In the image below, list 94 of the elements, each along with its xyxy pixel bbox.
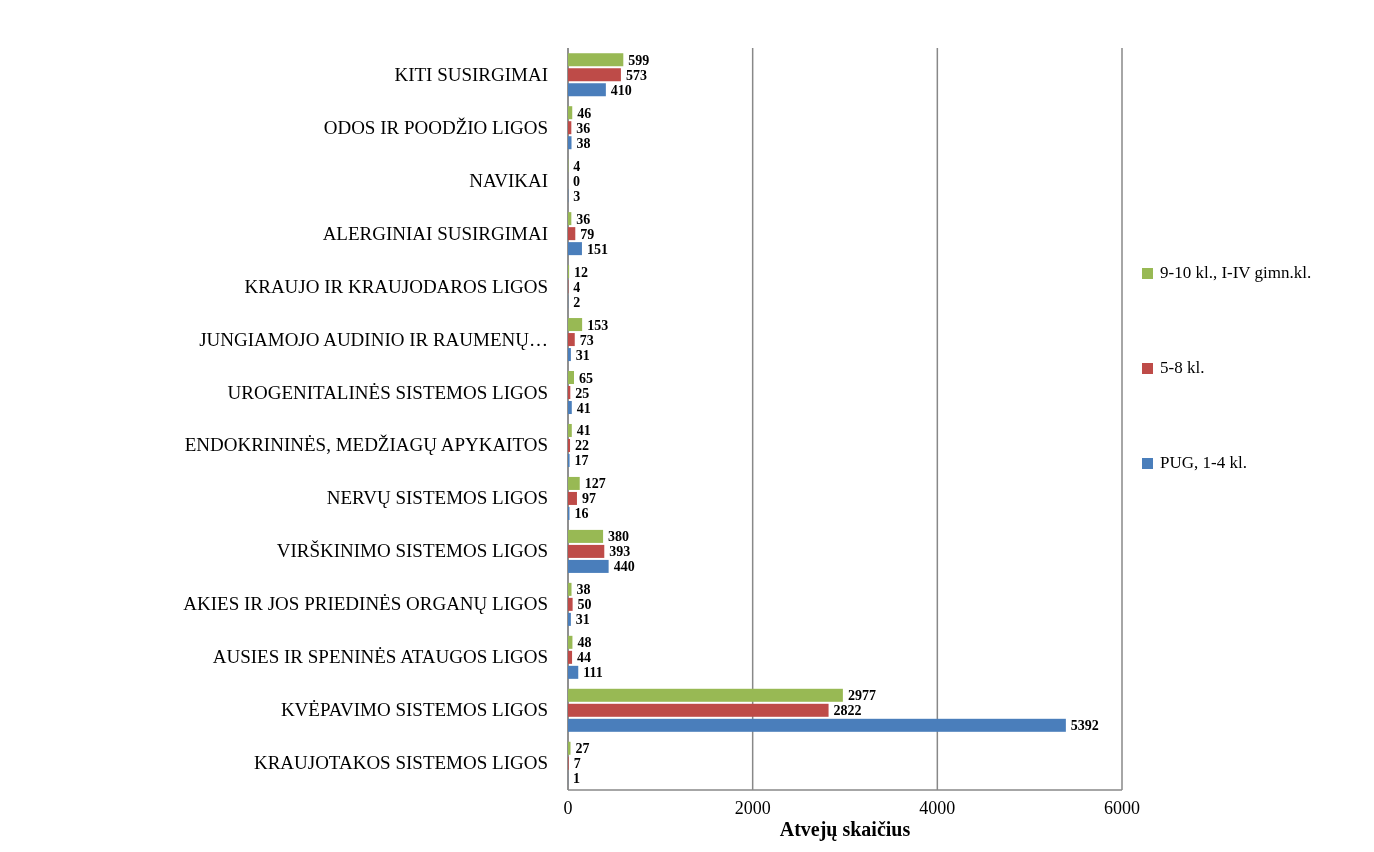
data-label: 4 <box>573 279 581 295</box>
bar <box>568 703 829 717</box>
data-label: 0 <box>573 173 580 189</box>
x-tick-label: 4000 <box>919 798 956 818</box>
bar <box>568 544 605 558</box>
y-tick-label: ALERGINIAI SUSIRGIMAI <box>322 222 548 244</box>
bar <box>568 491 577 505</box>
y-tick-label: KVĖPAVIMO SISTEMOS LIGOS <box>280 699 548 721</box>
data-label: 65 <box>579 370 593 386</box>
data-label: 12 <box>574 264 589 280</box>
y-tick-label: AKIES IR JOS PRIEDINĖS ORGANŲ LIGOS <box>183 593 548 615</box>
data-label: 22 <box>575 438 590 454</box>
bar <box>568 121 572 135</box>
y-tick-label: KRAUJO IR KRAUJODAROS LIGOS <box>244 275 548 297</box>
y-tick-label: UROGENITALINĖS SISTEMOS LIGOS <box>227 381 548 403</box>
bar <box>568 83 606 97</box>
bar <box>568 688 843 702</box>
data-label: 41 <box>576 423 591 439</box>
data-label: 73 <box>579 332 594 348</box>
bar <box>568 635 573 649</box>
data-label: 16 <box>574 506 589 522</box>
data-label: 48 <box>577 635 592 651</box>
bar <box>568 529 604 543</box>
y-tick-label: KRAUJOTAKOS SISTEMOS LIGOS <box>253 752 548 774</box>
bar <box>568 68 621 82</box>
data-label: 3 <box>573 188 581 204</box>
bar <box>568 371 574 385</box>
legend-label: 9-10 kl., I-IV gimn.kl. <box>1160 263 1312 282</box>
data-label: 2822 <box>833 703 862 719</box>
data-label: 2977 <box>847 688 876 704</box>
data-label: 151 <box>586 241 608 257</box>
y-tick-label: JUNGIAMOJO AUDINIO IR RAUMENŲ… <box>199 328 548 350</box>
data-label: 41 <box>576 400 591 416</box>
bar <box>568 476 580 490</box>
data-label: 380 <box>608 529 630 545</box>
y-tick-label: VIRŠKINIMO SISTEMOS LIGOS <box>276 540 548 562</box>
y-tick-label: ODOS IR POODŽIO LIGOS <box>323 116 548 138</box>
x-tick-label: 2000 <box>734 798 771 818</box>
data-label: 4 <box>573 158 581 174</box>
bar <box>568 242 582 256</box>
data-label: 27 <box>575 741 590 757</box>
data-label: 440 <box>613 559 635 575</box>
bar <box>568 106 573 120</box>
data-label: 25 <box>575 385 590 401</box>
bar <box>568 665 579 679</box>
bar <box>568 582 572 596</box>
data-label: 79 <box>580 226 595 242</box>
x-tick-label: 0 <box>563 798 573 818</box>
y-tick-label: NAVIKAI <box>469 169 548 191</box>
bar <box>568 718 1066 732</box>
data-label: 46 <box>577 105 592 121</box>
bar <box>568 348 571 362</box>
data-label: 7 <box>573 756 581 772</box>
data-label: 127 <box>584 476 606 492</box>
data-label: 573 <box>625 67 647 83</box>
legend-label: PUG, 1-4 kl. <box>1160 453 1247 472</box>
bar <box>568 650 573 664</box>
data-label: 17 <box>574 453 589 469</box>
data-label: 38 <box>576 582 591 598</box>
data-label: 31 <box>575 612 590 628</box>
bar <box>568 423 572 437</box>
x-axis-title: Atvejų skaičius <box>779 818 911 841</box>
data-label: 599 <box>628 52 650 68</box>
data-label: 5392 <box>1070 718 1099 734</box>
data-label: 38 <box>576 135 591 151</box>
bar <box>568 438 571 452</box>
bar <box>568 559 609 573</box>
bar <box>568 401 572 415</box>
bar <box>568 597 573 611</box>
data-label: 2 <box>573 294 581 310</box>
data-label: 1 <box>573 771 581 787</box>
data-label: 97 <box>581 491 596 507</box>
data-label: 153 <box>587 317 609 333</box>
y-tick-label: NERVŲ SISTEMOS LIGOS <box>326 487 548 509</box>
data-label: 36 <box>576 120 591 136</box>
y-tick-label: AUSIES IR SPENINĖS ATAUGOS LIGOS <box>212 646 548 668</box>
y-tick-label: KITI SUSIRGIMAI <box>394 63 548 85</box>
data-label: 111 <box>583 665 603 681</box>
bar <box>568 333 575 347</box>
bar <box>568 212 572 226</box>
data-label: 393 <box>609 544 631 560</box>
data-label: 50 <box>577 597 592 613</box>
bar <box>568 318 583 332</box>
bar <box>568 227 576 241</box>
data-label: 36 <box>576 211 591 227</box>
data-label: 410 <box>610 82 632 98</box>
bar <box>568 612 571 626</box>
x-tick-label: 6000 <box>1104 798 1140 818</box>
bar <box>568 53 624 67</box>
legend-label: 5-8 kl. <box>1160 358 1205 377</box>
y-tick-label: ENDOKRININĖS, MEDŽIAGŲ APYKAITOS <box>184 434 548 456</box>
data-label: 44 <box>577 650 592 666</box>
bar <box>568 136 572 150</box>
data-label: 31 <box>575 347 590 363</box>
